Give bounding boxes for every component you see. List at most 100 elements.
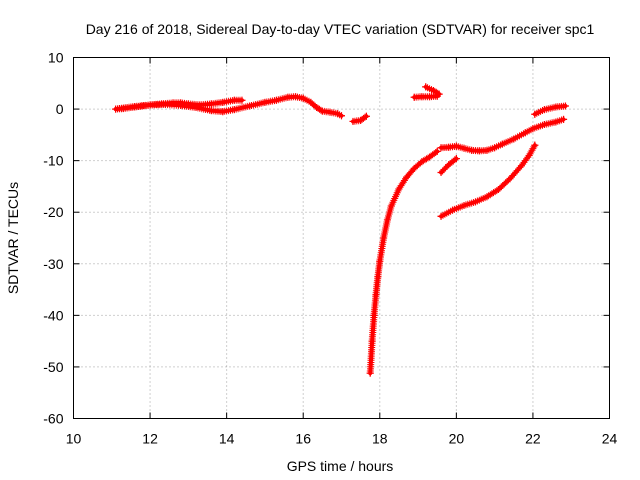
- data-point: [510, 135, 518, 143]
- data-point: [429, 87, 437, 95]
- data-point: [491, 144, 499, 152]
- data-point: [498, 140, 506, 148]
- data-point: [422, 83, 430, 91]
- data-point: [219, 108, 227, 116]
- data-point: [460, 144, 468, 152]
- data-point: [483, 146, 491, 154]
- data-point: [445, 161, 453, 169]
- y-axis-label: SDTVAR / TECUs: [5, 182, 21, 294]
- data-point: [418, 158, 426, 166]
- data-point: [410, 93, 418, 101]
- data-point: [299, 94, 307, 102]
- series-arc-5: [422, 83, 443, 98]
- data-point: [410, 164, 418, 172]
- series-arc-3: [349, 112, 370, 125]
- data-point: [380, 234, 388, 242]
- data-point: [131, 102, 139, 110]
- data-point: [460, 202, 468, 210]
- data-series: [112, 83, 569, 377]
- data-point: [161, 100, 169, 108]
- data-point: [326, 108, 334, 116]
- series-arc-7: [437, 155, 460, 177]
- data-point: [374, 273, 382, 281]
- data-point: [531, 110, 539, 118]
- data-point: [449, 206, 457, 214]
- grid-lines: [73, 57, 610, 419]
- y-tick-label: -60: [43, 411, 63, 427]
- data-point: [219, 98, 227, 106]
- y-tick-label: 10: [48, 50, 64, 66]
- data-point: [366, 369, 374, 377]
- x-tick-label: 18: [372, 431, 388, 447]
- y-tick-label: -50: [43, 359, 63, 375]
- series-arc-8: [437, 115, 568, 155]
- data-point: [475, 147, 483, 155]
- data-point: [437, 212, 445, 220]
- data-point: [437, 169, 445, 177]
- data-point: [349, 117, 357, 125]
- data-point: [561, 102, 569, 110]
- x-tick-label: 12: [142, 431, 158, 447]
- data-point: [472, 198, 479, 206]
- data-point: [525, 151, 533, 159]
- data-point: [146, 101, 154, 109]
- data-point: [230, 106, 238, 114]
- data-point: [261, 98, 269, 106]
- data-point: [540, 121, 548, 129]
- data-point: [531, 141, 539, 149]
- data-point: [177, 101, 185, 109]
- series-arc-9: [437, 141, 539, 220]
- data-point: [372, 291, 380, 299]
- plot-frame: [73, 57, 610, 419]
- data-point: [517, 162, 525, 170]
- data-point: [230, 96, 238, 104]
- data-point: [246, 102, 254, 110]
- data-point: [426, 93, 434, 101]
- data-point: [552, 118, 560, 126]
- data-point: [207, 100, 215, 108]
- y-tick-label: -40: [43, 307, 63, 323]
- data-point: [483, 193, 491, 201]
- data-point: [362, 112, 370, 120]
- data-point: [115, 105, 123, 113]
- series-arc-10: [531, 102, 569, 118]
- data-point: [292, 93, 300, 101]
- data-point: [494, 186, 502, 194]
- data-point: [238, 96, 246, 104]
- x-tick-label: 24: [602, 431, 618, 447]
- data-point: [426, 153, 434, 161]
- data-point: [368, 337, 376, 345]
- x-tick-label: 20: [449, 431, 465, 447]
- data-point: [506, 175, 514, 183]
- data-point: [445, 143, 453, 151]
- series-arc-2: [115, 93, 345, 120]
- y-tick-label: 0: [56, 101, 64, 117]
- x-axis-label: GPS time / hours: [287, 458, 394, 474]
- data-point: [403, 173, 411, 181]
- data-point: [452, 142, 460, 150]
- data-point: [313, 104, 321, 112]
- axis-ticks: 10 12 14 16 18 20 22 24 10 0 -10 -20 -30 -40 -50 -60: [43, 50, 617, 447]
- data-point: [334, 110, 342, 118]
- data-point: [552, 103, 560, 111]
- data-point: [437, 144, 445, 152]
- data-point: [318, 107, 326, 115]
- data-point: [452, 155, 460, 163]
- data-point: [192, 104, 200, 112]
- data-point: [529, 125, 537, 133]
- chart-title: Day 216 of 2018, Sidereal Day-to-day VTE…: [86, 21, 595, 37]
- data-point: [435, 90, 443, 98]
- data-point: [383, 216, 391, 224]
- data-point: [370, 311, 378, 319]
- data-point: [540, 106, 548, 114]
- data-point: [468, 146, 476, 154]
- data-point: [338, 112, 345, 120]
- data-point: [307, 98, 315, 106]
- x-tick-label: 10: [66, 431, 82, 447]
- x-tick-label: 16: [295, 431, 311, 447]
- x-tick-label: 22: [525, 431, 541, 447]
- data-point: [395, 185, 403, 193]
- data-point: [272, 96, 280, 104]
